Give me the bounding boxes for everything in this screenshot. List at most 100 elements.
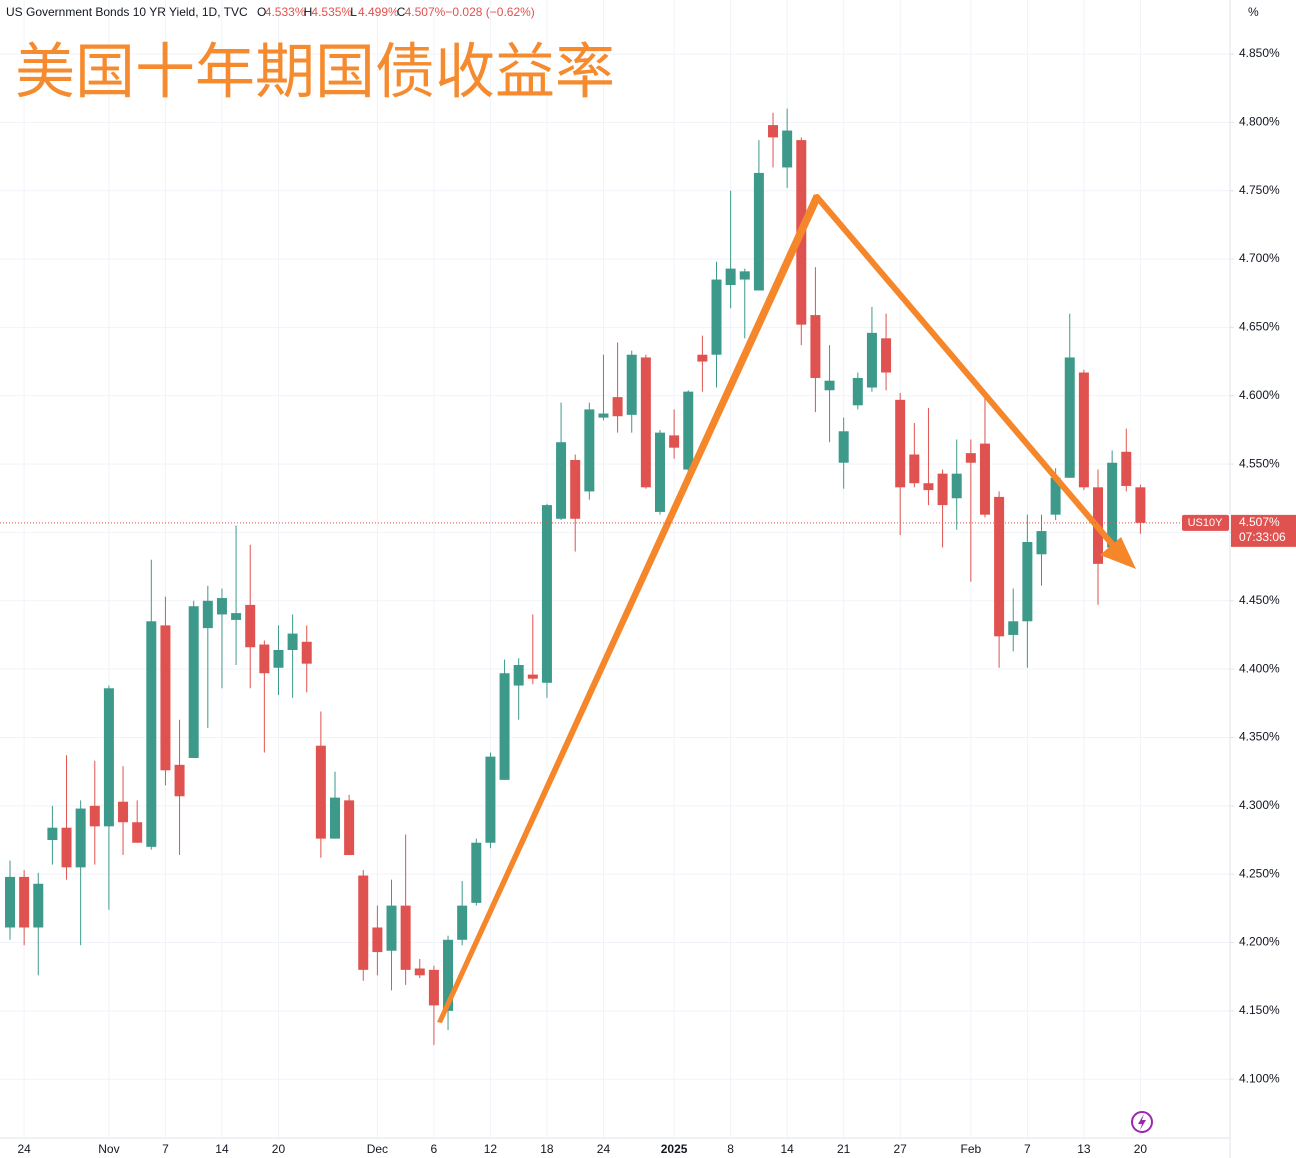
ohlc-value: 4.499% — [358, 5, 399, 19]
candle-body — [1008, 621, 1019, 635]
candle-body — [909, 454, 920, 484]
x-tick-label: 8 — [727, 1142, 734, 1156]
candle-body — [881, 338, 892, 373]
candle-body — [245, 604, 256, 648]
candle-body — [47, 827, 58, 841]
candle-body — [739, 271, 750, 280]
candle-body — [753, 172, 764, 291]
candle-body — [711, 279, 722, 355]
ohlc-key: L — [350, 5, 357, 19]
candle-body — [428, 969, 439, 1006]
candle-body — [824, 380, 835, 391]
x-tick-label: 20 — [1134, 1142, 1148, 1156]
x-tick-label: 12 — [484, 1142, 498, 1156]
candle-body — [640, 357, 651, 488]
y-tick-label: 4.100% — [1239, 1071, 1280, 1085]
candle-body — [358, 875, 369, 970]
candle-body — [287, 633, 298, 650]
candle-body — [344, 800, 355, 856]
x-tick-label: Feb — [961, 1142, 982, 1156]
y-tick-label: 4.200% — [1239, 935, 1280, 949]
axes: 4.100% 4.150% 4.200% 4.250% 4.300% 4.350% 4.40… — [0, 46, 1296, 1156]
y-axis-unit: % — [1248, 5, 1259, 19]
candle-body — [1064, 357, 1075, 478]
candle-body — [965, 453, 976, 463]
x-tick-label: 20 — [272, 1142, 286, 1156]
candle-body — [174, 764, 185, 797]
candle-body — [697, 354, 708, 362]
y-tick-label: 4.250% — [1239, 866, 1280, 880]
x-tick-label: 6 — [431, 1142, 438, 1156]
price-tag-symbol: US10Y — [1188, 517, 1224, 529]
candle-body — [202, 600, 213, 629]
ohlc-key: C — [397, 5, 406, 19]
candle-body — [979, 443, 990, 515]
candle-body — [19, 876, 30, 928]
candle-body — [951, 473, 962, 499]
candle-body — [188, 606, 199, 758]
candle-body — [457, 905, 468, 940]
x-tick-label: 24 — [17, 1142, 31, 1156]
candle-body — [866, 332, 877, 388]
y-tick-label: 4.450% — [1239, 593, 1280, 607]
candle-body — [118, 801, 129, 823]
header-ohlc: O4.533%H 4.535%L 4.499%C 4.507% −0.028 (−0.6… — [257, 5, 535, 19]
candle-body — [768, 125, 779, 138]
ohlc-change: −0.028 (−0.62%) — [445, 5, 534, 19]
candle-body — [216, 598, 227, 615]
candle-body — [541, 505, 552, 683]
ohlc-key: H — [304, 5, 313, 19]
ohlc-value: 4.533% — [265, 5, 306, 19]
candle-body — [725, 268, 736, 286]
candle-body — [598, 413, 609, 418]
candle-body — [1121, 451, 1132, 486]
x-tick-label: 24 — [597, 1142, 611, 1156]
candle-body — [654, 432, 665, 512]
candle-body — [683, 391, 694, 470]
x-tick-label: 14 — [780, 1142, 794, 1156]
trend-down-line — [814, 194, 1121, 554]
trend-arrowhead — [1100, 537, 1136, 569]
header-symbol: US Government Bonds 10 YR Yield, 1D, TVC — [6, 5, 248, 19]
price-tag-price: 4.507% — [1239, 515, 1280, 529]
candle-body — [626, 354, 637, 415]
trend-up-line — [437, 194, 820, 1023]
x-tick-label: Dec — [367, 1142, 388, 1156]
ohlc-value: 4.507% — [405, 5, 446, 19]
candle-body — [5, 876, 16, 928]
x-tick-label: Nov — [98, 1142, 119, 1156]
candle-body — [852, 377, 863, 406]
candle-body — [994, 496, 1005, 637]
price-tag-symbol-box — [1182, 514, 1229, 531]
y-tick-label: 4.750% — [1239, 183, 1280, 197]
candle-body — [471, 842, 482, 903]
y-tick-label: 4.800% — [1239, 115, 1280, 129]
candle-body — [556, 442, 567, 519]
candle-body — [937, 473, 948, 506]
candle-body — [527, 674, 538, 679]
candle-body — [372, 927, 383, 953]
candle-body — [584, 409, 595, 492]
candle-body — [89, 805, 100, 827]
ohlc-value: 4.535% — [311, 5, 352, 19]
y-tick-label: 4.150% — [1239, 1003, 1280, 1017]
status-icon — [1131, 1111, 1153, 1133]
y-tick-label: 4.550% — [1239, 456, 1280, 470]
x-tick-label: 14 — [215, 1142, 229, 1156]
candle-body — [33, 883, 44, 928]
y-tick-label: 4.400% — [1239, 661, 1280, 675]
candle-body — [570, 459, 581, 519]
candle-body — [132, 822, 143, 843]
candle-body — [513, 665, 524, 686]
candle-body — [75, 808, 86, 868]
candle-body — [923, 483, 934, 491]
y-tick-label: 4.700% — [1239, 251, 1280, 265]
chart-title: 美国十年期国债收益率 — [15, 38, 615, 108]
candle-body — [1135, 487, 1146, 523]
candle-body — [1107, 462, 1118, 548]
candle-body — [231, 613, 242, 620]
price-tag-countdown: 07:33:06 — [1239, 530, 1286, 544]
